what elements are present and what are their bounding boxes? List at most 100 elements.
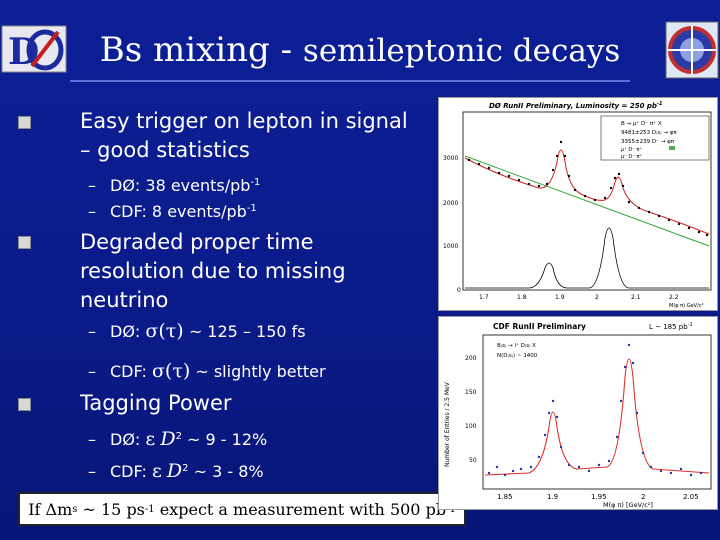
d0-data-points xyxy=(467,140,709,237)
bullet-square-icon xyxy=(18,398,31,411)
dash-icon: – xyxy=(88,176,96,195)
d0-xtick: 1.7 xyxy=(479,294,489,301)
delta-m-sub: s xyxy=(72,503,78,515)
d0-sigma-value: ~ 125 – 150 fs xyxy=(188,322,306,341)
sub-bullet-cdf-sigma: CDF: σ(τ) ~ slightly better xyxy=(110,360,326,382)
cdf-ytick: 200 xyxy=(465,355,477,362)
d0-component-histogram xyxy=(465,227,709,289)
d0-mass-plot: DØ RunII Preliminary, Luminosity = 250 p… xyxy=(438,97,718,311)
d0-sigma-prefix: DØ: xyxy=(110,322,141,341)
d0-background-fit-line xyxy=(464,155,710,247)
d0-ytick: 1000 xyxy=(443,243,458,250)
cdf-xlabel: M(φ π) [GeV/c²] xyxy=(603,501,653,509)
d0-legend-2: 9481±253 D₍s₎ → φπ xyxy=(621,130,677,136)
d0-logo: D xyxy=(1,25,67,73)
cdf-logo xyxy=(665,21,719,79)
cdf-xtick: 2.05 xyxy=(683,493,699,501)
d0-legend-box xyxy=(600,115,710,161)
callout-mid: ~ 15 ps xyxy=(82,499,145,519)
sub-bullet-cdf-events: CDF: 8 events/pb-1 xyxy=(110,202,257,221)
cdf-tag-value: ~ 3 - 8% xyxy=(193,462,264,481)
d0-ytick: 3000 xyxy=(443,155,458,162)
title-main: Bs mixing - xyxy=(99,30,293,70)
dilution-symbol: D xyxy=(160,428,176,450)
sub-bullet-d0-sigma: DØ: σ(τ) ~ 125 – 150 fs xyxy=(110,320,306,342)
cdf-events-sup: -1 xyxy=(246,203,257,214)
cdf-legend-2: N(D₍s₎) ~ 1400 xyxy=(497,353,538,359)
d-squared-sup: 2 xyxy=(175,431,182,442)
d0-legend-5: μ⁻ D⁻ π⁺ xyxy=(621,154,642,160)
d0-xtick: 1.8 xyxy=(517,294,527,301)
d0-legend-swatch xyxy=(669,146,675,150)
sigma-tau-symbol: σ(τ) xyxy=(145,320,184,342)
d0-ytick: 0 xyxy=(457,287,461,294)
cdf-plot-frame xyxy=(482,334,712,490)
epsilon-symbol: ε xyxy=(151,460,162,482)
d0-legend-1: B → μ⁺ D⁻ π⁺ X xyxy=(621,120,662,127)
d0-plot-header: DØ RunII Preliminary, Luminosity = 250 p… xyxy=(489,101,662,110)
bullet-1-line2: – good statistics xyxy=(80,138,250,162)
cdf-xtick: 2 xyxy=(641,493,645,501)
cdf-events-text: CDF: 8 events/pb xyxy=(110,202,247,221)
bullet-3: Tagging Power xyxy=(80,391,232,415)
title-rule xyxy=(70,80,630,82)
bullet-square-icon xyxy=(18,236,31,249)
dash-icon: – xyxy=(88,322,96,341)
dash-icon: – xyxy=(88,362,96,381)
title-sub: semileptonic decays xyxy=(302,33,621,69)
cdf-ylabel: Number of Entries / 2.5 MeV xyxy=(444,381,451,467)
cdf-xtick: 1.95 xyxy=(591,493,607,501)
callout-prefix: If xyxy=(28,499,41,519)
sub-bullet-d0-events: DØ: 38 events/pb-1 xyxy=(110,176,260,195)
d0-legend-4: μ⁺ D⁻ π⁺ xyxy=(621,147,642,153)
d0-xtick: 2.2 xyxy=(669,294,679,301)
d-squared-sup: 2 xyxy=(182,463,189,474)
cdf-mass-plot: CDF RunII Preliminary L ~ 185 pb-1 Numbe… xyxy=(438,316,718,510)
dilution-symbol: D xyxy=(166,460,183,482)
cdf-plot-header: CDF RunII Preliminary xyxy=(493,322,586,331)
cdf-plot-lumi: L ~ 185 pb-1 xyxy=(649,322,693,331)
bullet-2-line1: Degraded proper time xyxy=(80,230,314,254)
callout-box: If Δm s ~ 15 ps -1 expect a measurement wi… xyxy=(18,492,466,526)
d0-xtick: 2.1 xyxy=(631,294,641,301)
cdf-sigma-prefix: CDF: xyxy=(110,362,147,381)
dash-icon: – xyxy=(88,202,96,221)
cdf-xtick: 1.85 xyxy=(497,493,513,501)
d0-xtick: 1.9 xyxy=(555,294,565,301)
cdf-tag-prefix: CDF: xyxy=(110,462,147,481)
dash-icon: – xyxy=(88,462,96,481)
d0-xtick: 2 xyxy=(595,294,599,301)
bullet-square-icon xyxy=(18,116,31,129)
sub-bullet-d0-tagging: DØ: ε D2 ~ 9 - 12% xyxy=(110,428,267,450)
d0-tag-prefix: DØ: xyxy=(110,430,141,449)
bullet-2: Degraded proper time resolution due to m… xyxy=(80,228,346,315)
d0-events-sup: -1 xyxy=(250,177,261,188)
bullet-2-line2: resolution due to missing xyxy=(80,259,346,283)
bullet-1: Easy trigger on lepton in signal – good … xyxy=(80,107,408,165)
cdf-fit-curve xyxy=(484,358,710,476)
callout-suffix: expect a measurement with 500 pb xyxy=(159,499,447,519)
sub-bullet-cdf-tagging: CDF: ε D2 ~ 3 - 8% xyxy=(110,460,264,482)
callout-sup-ps: -1 xyxy=(144,503,155,515)
cdf-ytick: 100 xyxy=(465,423,477,430)
d0-plot-frame xyxy=(462,111,712,291)
delta-m-symbol: Δm xyxy=(45,499,73,519)
d0-ytick: 2000 xyxy=(443,200,458,207)
cdf-ytick: 150 xyxy=(465,389,477,396)
d0-events-text: DØ: 38 events/pb xyxy=(110,176,251,195)
slide-title: Bs mixing - semileptonic decays xyxy=(0,30,720,70)
sigma-tau-symbol: σ(τ) xyxy=(151,360,191,382)
cdf-xtick: 1.9 xyxy=(547,493,558,501)
d0-legend-3: 3355±239 D⁻ → φπ xyxy=(621,139,675,145)
epsilon-symbol: ε xyxy=(145,428,156,450)
cdf-data-points xyxy=(487,343,703,477)
dash-icon: – xyxy=(88,430,96,449)
cdf-sigma-value: ~ slightly better xyxy=(195,362,326,381)
cdf-ytick: 50 xyxy=(469,457,477,464)
d0-tag-value: ~ 9 - 12% xyxy=(187,430,268,449)
bullet-1-line1: Easy trigger on lepton in signal xyxy=(80,109,408,133)
bullet-2-line3: neutrino xyxy=(80,288,169,312)
cdf-legend-1: B₍s₎ → l⁺ D₍s₎ X xyxy=(497,342,536,349)
d0-xlabel: M(φ π) GeV/c² xyxy=(669,303,704,309)
